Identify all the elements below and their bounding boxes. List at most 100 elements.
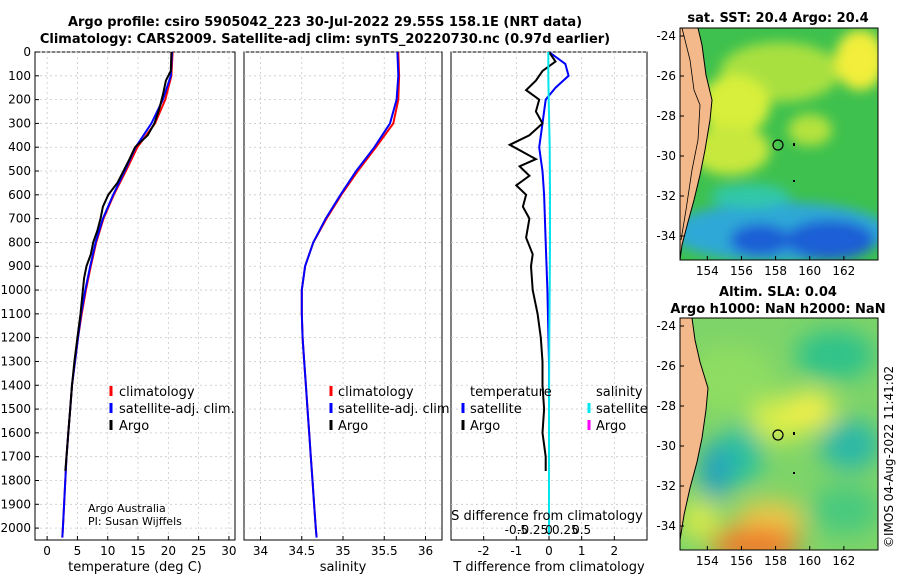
- x2-tick-label: -0.5: [505, 523, 528, 537]
- x2-tick-label: 0.25: [552, 523, 579, 537]
- y-tick-label: 300: [8, 116, 31, 130]
- sla-map-panel: Altim. SLA: 0.04 Argo h1000: NaN h2000: …: [656, 285, 885, 568]
- sst-map-title: sat. SST: 20.4 Argo: 20.4: [687, 11, 868, 26]
- map-x-tick-label: 158: [764, 554, 787, 568]
- legend-temp-satellite-label: satellite: [470, 402, 522, 417]
- s-difference-label: S difference from climatology: [451, 509, 643, 524]
- map-y-tick-label: -34: [656, 519, 676, 533]
- y-tick-label: 1600: [0, 426, 31, 440]
- sla-coastline: [680, 318, 709, 541]
- x-tick-label: 1: [578, 544, 586, 558]
- map-x-tick-label: 162: [832, 554, 855, 568]
- map-x-tick-label: 156: [730, 264, 753, 278]
- x-tick-label: 34.5: [288, 544, 315, 558]
- x-tick-label: 0: [43, 544, 51, 558]
- legend-temperature-title: temperature: [470, 385, 552, 400]
- map-x-tick-label: 158: [764, 264, 787, 278]
- map-x-tick-label: 162: [832, 264, 855, 278]
- difference-panel: -2 -1 0 1 2 T difference from climatology S …: [450, 51, 648, 575]
- series-line-argo: [64, 51, 173, 472]
- temperature-x-label: temperature (deg C): [68, 560, 202, 575]
- difference-legend-temperature: temperature satellite Argo: [461, 385, 552, 434]
- legend-salinity-title: salinity: [596, 385, 643, 400]
- legend-climatology-label: climatology: [338, 385, 414, 400]
- map-y-tick-label: -24: [656, 319, 676, 333]
- x-tick-label: 20: [161, 544, 176, 558]
- series-line-temperature-argo: [507, 51, 557, 471]
- x-tick-label: 5: [74, 544, 82, 558]
- t-difference-x-label: T difference from climatology: [452, 560, 645, 575]
- series-line-temperature-satellite: [538, 51, 570, 536]
- map-y-tick-label: -32: [656, 189, 676, 203]
- salinity-x-label: salinity: [320, 560, 367, 575]
- map-x-tick-label: 154: [696, 264, 719, 278]
- x-tick-label: 36: [418, 544, 433, 558]
- y-tick-label: 0: [23, 45, 31, 59]
- legend-argo-label: Argo: [119, 419, 149, 434]
- y-tick-label: 100: [8, 69, 31, 83]
- map-x-tick-label: 156: [730, 554, 753, 568]
- series-line-salinity-satellite: [547, 52, 551, 536]
- map-y-tick-label: -28: [656, 399, 676, 413]
- sst-map-panel: sat. SST: 20.4 Argo: 20.4 154 156 158 160 16…: [656, 11, 879, 278]
- y-tick-label: 900: [8, 259, 31, 273]
- x-tick-label: 2: [611, 544, 619, 558]
- map-y-tick-label: -30: [656, 149, 676, 163]
- x-tick-label: -1: [510, 544, 522, 558]
- map-y-tick-label: -32: [656, 479, 676, 493]
- legend-argo-label: Argo: [338, 419, 368, 434]
- map-y-tick-label: -26: [656, 359, 676, 373]
- x2-tick-label: 0.5: [572, 523, 591, 537]
- x-tick-label: 34: [253, 544, 268, 558]
- map-y-tick-label: -34: [656, 229, 676, 243]
- y-tick-label: 1800: [0, 473, 31, 487]
- x-tick-label: 0: [545, 544, 553, 558]
- map-y-tick-label: -28: [656, 109, 676, 123]
- x-tick-label: 15: [130, 544, 145, 558]
- map-y-tick-label: -30: [656, 439, 676, 453]
- copyright-stamp: ©IMOS 04-Aug-2022 11:41:02: [882, 366, 896, 548]
- difference-legend-salinity: salinity satellite Argo: [587, 385, 648, 434]
- sla-map-title: Altim. SLA: 0.04: [719, 285, 837, 300]
- temperature-axes-box: [34, 51, 236, 541]
- map-y-tick-label: -24: [656, 29, 676, 43]
- sla-field: [680, 318, 878, 550]
- y-tick-label: 1400: [0, 378, 31, 392]
- figure-title-line2: Climatology: CARS2009. Satellite-adj cli…: [39, 32, 611, 47]
- legend-temp-argo-label: Argo: [470, 419, 500, 434]
- credit-line-2: PI: Susan Wijffels: [88, 515, 182, 528]
- temperature-legend: climatology satellite-adj. clim. Argo: [109, 385, 235, 434]
- y-tick-label: 1500: [0, 402, 31, 416]
- x-tick-label: 10: [100, 544, 115, 558]
- legend-satellite-adj-label: satellite-adj. clim.: [119, 402, 235, 417]
- y-tick-label: 800: [8, 235, 31, 249]
- salinity-legend: climatology satellite-adj. clim. Argo: [329, 385, 454, 434]
- map-x-tick-label: 154: [696, 554, 719, 568]
- map-y-tick-label: -26: [656, 69, 676, 83]
- y-tick-label: 600: [8, 188, 31, 202]
- salinity-panel: 34 34.5 35 35.5 36 salinity climatology sate…: [243, 51, 454, 575]
- y-tick-label: 500: [8, 164, 31, 178]
- x-tick-label: 30: [221, 544, 236, 558]
- y-tick-label: 400: [8, 140, 31, 154]
- y-tick-label: 1000: [0, 283, 31, 297]
- y-tick-label: 1300: [0, 354, 31, 368]
- y-tick-label: 1900: [0, 497, 31, 511]
- x-tick-label: 25: [191, 544, 206, 558]
- legend-sal-satellite-label: satellite: [596, 402, 648, 417]
- sst-coastline: [680, 28, 713, 260]
- y-tick-label: 200: [8, 93, 31, 107]
- x2-tick-label: -0.25: [517, 523, 548, 537]
- y-tick-label: 2000: [0, 521, 31, 535]
- map-x-tick-label: 160: [798, 554, 821, 568]
- temperature-panel: 0 5 10 15 20 25 30 0 100 200 300 400 500 600 700 800 90…: [0, 45, 236, 575]
- sla-map-subtitle: Argo h1000: NaN h2000: NaN: [670, 302, 885, 317]
- x-tick-label: 35: [335, 544, 350, 558]
- credit-line-1: Argo Australia: [88, 502, 166, 515]
- sst-profile-marker: [772, 139, 784, 151]
- y-tick-label: 1100: [0, 307, 31, 321]
- y-tick-label: 1200: [0, 331, 31, 345]
- legend-climatology-label: climatology: [119, 385, 195, 400]
- figure-title-line1: Argo profile: csiro 5905042_223 30-Jul-2…: [67, 15, 583, 30]
